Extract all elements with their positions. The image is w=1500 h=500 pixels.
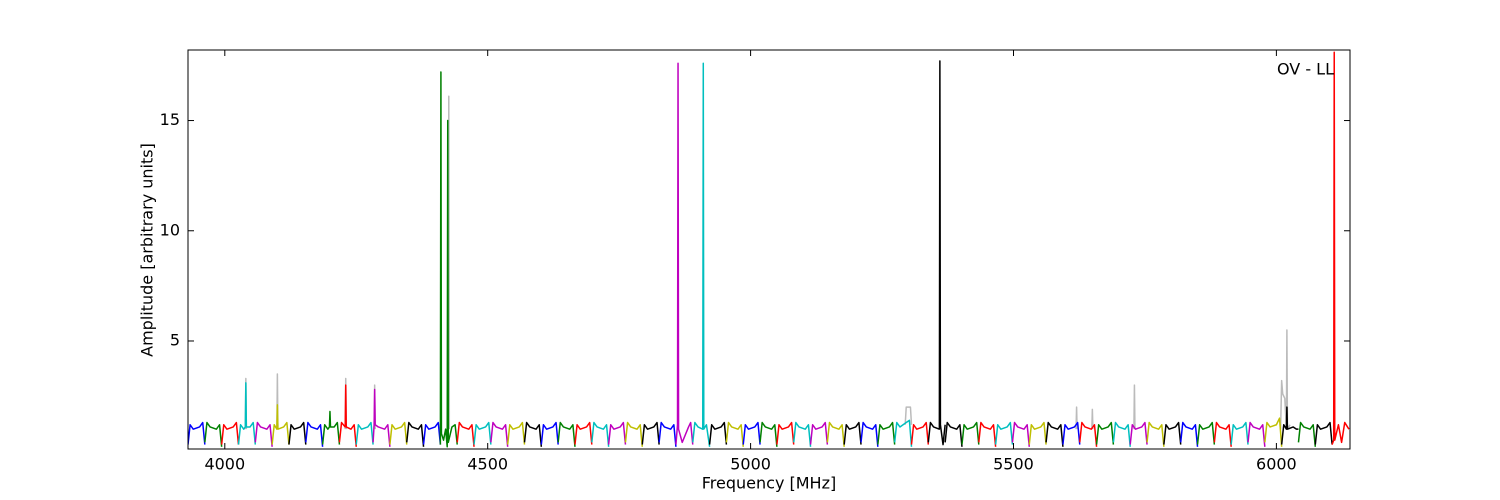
- spectrum-line: [1280, 406, 1299, 445]
- spectrum-line: [1028, 421, 1047, 445]
- spectrum-line: [372, 388, 391, 447]
- y-tick-label: 5: [170, 330, 180, 349]
- y-tick-label: 10: [160, 220, 180, 239]
- spectrum-line: [1095, 421, 1115, 445]
- spectrum-line: [422, 421, 442, 445]
- spectrum-line: [1247, 421, 1266, 447]
- spectrum-line: [927, 60, 946, 446]
- spectrum-line: [1297, 421, 1317, 447]
- spectrum-line: [188, 421, 206, 445]
- spectrum-line: [1314, 421, 1333, 445]
- spectrum-line: [405, 421, 425, 447]
- spectrum-line: [591, 421, 610, 447]
- spectrum-line: [254, 421, 273, 447]
- spectrum-line: [574, 421, 593, 445]
- spectrum-line: [1045, 421, 1064, 447]
- spectrum-line: [1062, 421, 1081, 445]
- y-tick-label: 15: [160, 110, 180, 129]
- spectrum-line: [473, 421, 492, 445]
- x-tick-label: 6000: [1256, 455, 1297, 474]
- spectrum-line: [439, 71, 458, 448]
- spectrum-line: [1146, 421, 1165, 447]
- plot-area: [188, 51, 1350, 448]
- spectrum-line: [1091, 408, 1094, 430]
- spectrum-line: [1075, 406, 1078, 430]
- spectrum-line: [877, 421, 896, 445]
- spectrum-line: [1163, 421, 1182, 445]
- spectrum-line: [725, 421, 744, 447]
- spectrum-line: [1133, 384, 1136, 430]
- plot-frame: [187, 49, 1351, 450]
- spectrum-line: [904, 406, 913, 425]
- spectrum-line: [1230, 421, 1249, 445]
- spectrum-line: [809, 421, 829, 445]
- spectrum-line: [944, 421, 963, 447]
- spectrum-line: [624, 421, 644, 447]
- spectrum-line: [978, 421, 997, 447]
- spectrum-line: [1129, 421, 1148, 445]
- spectrum-line: [288, 421, 307, 445]
- spectrum-line: [506, 421, 526, 445]
- spectrum-line: [776, 421, 795, 445]
- spectrum-line: [826, 421, 845, 447]
- spectrum-line: [355, 421, 374, 445]
- spectrum-line: [1011, 421, 1031, 447]
- spectrum-line: [742, 421, 761, 445]
- spectrum-line: [1213, 421, 1232, 447]
- spectrum-line: [961, 421, 980, 445]
- spectrum-line: [994, 421, 1014, 445]
- spectrum-line: [321, 410, 341, 445]
- spectrum-line: [1264, 417, 1283, 447]
- x-tick-label: 4500: [467, 455, 508, 474]
- spectrum-line: [759, 421, 778, 447]
- spectrum-line: [220, 421, 240, 445]
- spectrum-line: [1112, 421, 1131, 447]
- spectrum-line: [641, 421, 660, 445]
- spectrum-line: [1331, 51, 1350, 445]
- annotation: OV - LL: [1277, 60, 1334, 79]
- spectrum-line: [607, 421, 627, 445]
- spectrum-line: [910, 421, 930, 445]
- y-axis-label: Amplitude [arbitrary units]: [138, 143, 157, 357]
- x-tick-label: 4000: [204, 455, 245, 474]
- spectrum-line: [523, 421, 543, 447]
- spectrum-line: [338, 384, 357, 447]
- spectrum-line: [1279, 329, 1291, 430]
- spectrum-line: [708, 421, 728, 445]
- spectrum-line: [658, 421, 677, 447]
- spectrum-line: [675, 62, 694, 445]
- spectrum-line: [540, 421, 559, 445]
- x-axis-label: Frequency [MHz]: [702, 474, 836, 493]
- spectrum-line: [1196, 421, 1216, 445]
- spectrum-line: [237, 382, 257, 445]
- spectrum-line: [692, 62, 711, 447]
- x-tick-label: 5000: [730, 455, 771, 474]
- spectrum-line: [843, 421, 862, 445]
- spectrum-line: [305, 421, 324, 447]
- x-tick-label: 5500: [993, 455, 1034, 474]
- spectrum-line: [456, 421, 475, 447]
- spectrum-line: [860, 421, 879, 447]
- spectrum-line: [271, 404, 290, 445]
- spectrum-line: [792, 421, 812, 447]
- spectrum-line: [1179, 421, 1199, 447]
- spectrum-line: [1078, 421, 1098, 447]
- spectrum-line: [490, 421, 509, 447]
- spectrum-line: [893, 419, 913, 447]
- spectrum-line: [389, 421, 408, 445]
- spectrum-line: [204, 421, 223, 447]
- spectrum-line: [557, 421, 576, 447]
